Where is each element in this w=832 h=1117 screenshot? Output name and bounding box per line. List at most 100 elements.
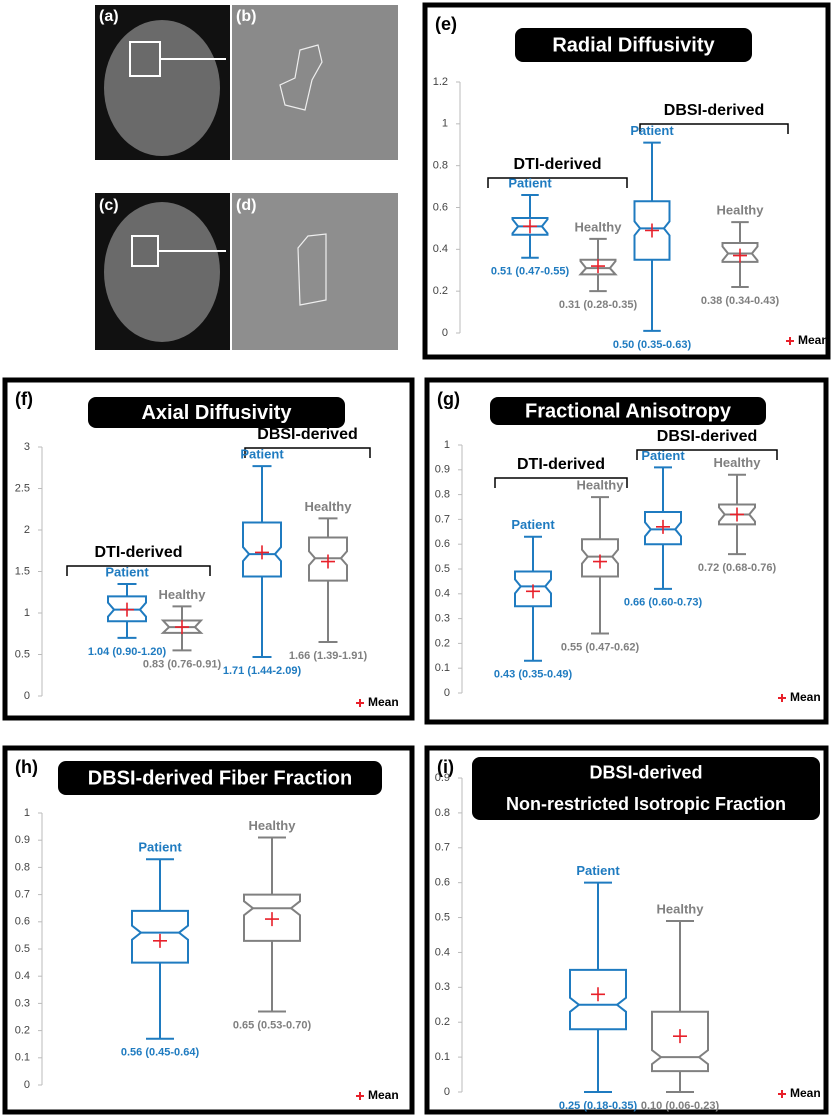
y-tick-label: 0.8 [435, 807, 450, 819]
mean-marker [526, 584, 540, 599]
y-tick-label: 1 [24, 807, 30, 819]
y-tick-label: 0.2 [435, 637, 450, 649]
value-label: 0.25 (0.18-0.35) [559, 1100, 638, 1112]
panel-label: (i) [437, 757, 454, 777]
group-bracket [636, 449, 778, 460]
y-tick-label: 0 [442, 327, 448, 339]
value-label: 0.72 (0.68-0.76) [698, 562, 777, 574]
group-label: DBSI-derived [657, 428, 757, 445]
title-box [490, 397, 766, 425]
panel-label: (h) [15, 757, 38, 777]
value-label: 0.43 (0.35-0.49) [494, 669, 573, 681]
lesion-outline [279, 44, 323, 111]
y-tick-label: 2 [24, 524, 30, 536]
group-bracket [487, 177, 628, 188]
title-box [472, 757, 820, 820]
value-label: 1.04 (0.90-1.20) [88, 646, 167, 658]
mri-images: (a) (b) (c) (d) [95, 5, 398, 350]
y-tick-label: 0.3 [435, 613, 450, 625]
group-label: DTI-derived [94, 544, 182, 561]
y-tick-label: 0.1 [435, 1051, 450, 1063]
y-tick-label: 0.5 [435, 911, 450, 923]
lesion-outline [297, 233, 327, 306]
series-name: Healthy [577, 478, 625, 493]
value-label: 1.66 (1.39-1.91) [289, 650, 368, 662]
mean-marker [645, 223, 659, 238]
series-name: Patient [138, 840, 182, 855]
group-bracket [66, 565, 211, 576]
value-label: 0.56 (0.45-0.64) [121, 1047, 200, 1059]
y-tick-label: 0.7 [435, 513, 450, 525]
y-tick-label: 1 [444, 439, 450, 451]
group-label: DTI-derived [513, 156, 601, 173]
mean-marker [593, 554, 607, 569]
y-tick-label: 0 [444, 687, 450, 699]
y-tick-label: 0.6 [433, 201, 448, 213]
chart-title: Non-restricted Isotropic Fraction [506, 794, 786, 814]
y-tick-label: 0.2 [15, 1025, 30, 1037]
y-tick-label: 0.2 [435, 1016, 450, 1028]
panel-label: (g) [437, 389, 460, 409]
y-tick-label: 0.3 [435, 981, 450, 993]
mean-marker [656, 519, 670, 534]
y-tick-label: 0.5 [15, 943, 30, 955]
group-label: DBSI-derived [664, 102, 764, 119]
y-tick-label: 0 [24, 690, 30, 702]
group-label: DBSI-derived [257, 426, 357, 443]
series-name: Patient [240, 447, 284, 462]
panel-frame [424, 377, 829, 725]
series-name: Patient [576, 863, 620, 878]
y-tick-label: 0.4 [15, 970, 30, 982]
mean-marker [265, 912, 279, 927]
legend-marker [778, 1090, 786, 1098]
series-name: Healthy [249, 818, 297, 833]
title-box [88, 397, 345, 428]
panel-frame [2, 745, 415, 1115]
y-tick-label: 0.6 [435, 538, 450, 550]
value-label: 0.38 (0.34-0.43) [701, 295, 780, 307]
brain [104, 20, 220, 156]
chart-title: Axial Diffusivity [141, 402, 292, 424]
legend-label: Mean [798, 333, 829, 347]
y-tick-label: 1.2 [433, 76, 448, 88]
y-tick-label: 3 [24, 441, 30, 453]
y-tick-label: 0 [444, 1086, 450, 1098]
y-tick-label: 0.5 [15, 648, 30, 660]
chart-title: Fractional Anisotropy [525, 400, 732, 422]
value-label: 0.65 (0.53-0.70) [233, 1019, 312, 1031]
y-tick-label: 0.8 [15, 861, 30, 873]
mean-marker [321, 554, 335, 569]
legend-label: Mean [368, 1088, 399, 1102]
y-tick-label: 0.9 [435, 772, 450, 784]
mean-marker [730, 507, 744, 522]
chart-title: DBSI-derived Fiber Fraction [88, 767, 353, 789]
y-tick-label: 0.8 [433, 160, 448, 172]
panel-label: (b) [236, 8, 256, 25]
panel-label: (c) [99, 197, 119, 214]
y-tick-label: 1 [442, 118, 448, 130]
legend-label: Mean [368, 695, 399, 709]
mean-marker [120, 602, 134, 617]
series-name: Healthy [159, 587, 207, 602]
title-box [58, 761, 382, 795]
y-tick-label: 0.1 [15, 1052, 30, 1064]
series-name: Patient [105, 564, 149, 579]
y-tick-label: 0.1 [435, 662, 450, 674]
series-name: Healthy [305, 499, 353, 514]
panel-label: (f) [15, 389, 33, 409]
mean-marker [591, 987, 605, 1002]
series-name: Patient [641, 448, 685, 463]
chart-title: DBSI-derived [589, 763, 702, 783]
group-bracket [244, 447, 371, 458]
y-tick-label: 0.9 [435, 464, 450, 476]
brain [104, 202, 220, 342]
mean-marker [523, 219, 537, 234]
y-tick-label: 0.2 [433, 285, 448, 297]
value-label: 0.31 (0.28-0.35) [559, 299, 638, 311]
y-tick-label: 0.9 [15, 834, 30, 846]
y-tick-label: 0.4 [435, 588, 450, 600]
series-name: Healthy [714, 455, 762, 470]
series-name: Healthy [657, 901, 705, 916]
value-label: 0.51 (0.47-0.55) [491, 266, 570, 278]
